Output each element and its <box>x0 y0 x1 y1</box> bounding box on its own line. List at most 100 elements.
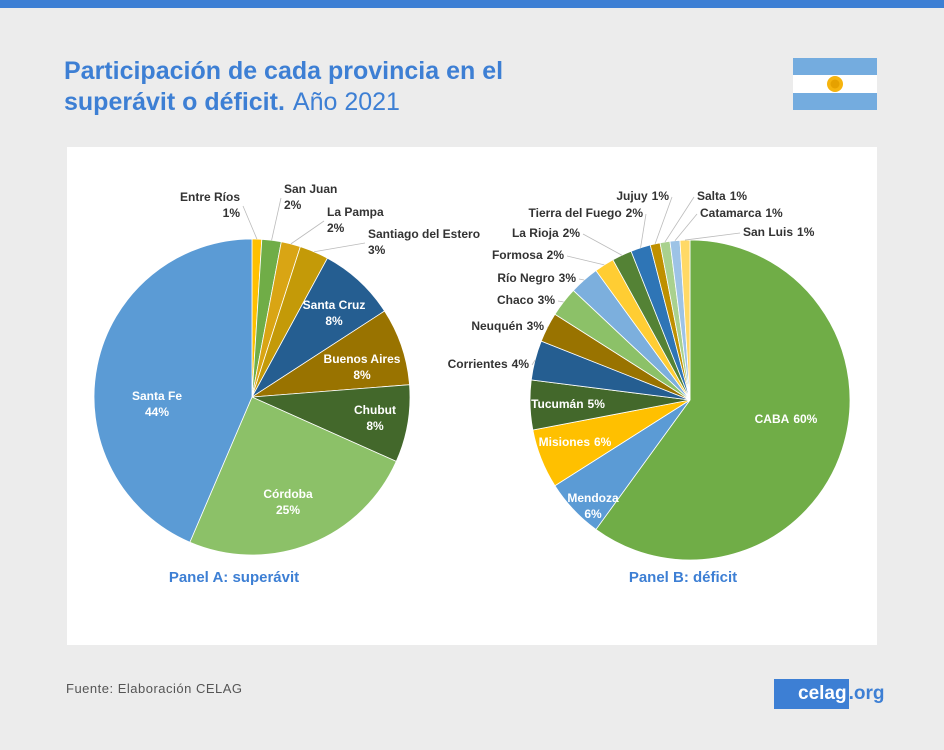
slice-label: Formosa 2% <box>492 248 564 262</box>
slice-name: Santa Fe <box>132 389 182 403</box>
slice-value: 5% <box>588 397 606 411</box>
slice-value: 6% <box>594 435 612 449</box>
slice-name: Buenos Aires <box>324 352 401 366</box>
leader-line <box>640 213 647 248</box>
logo-suffix: .org <box>848 683 885 704</box>
slice-name: CABA <box>755 412 790 426</box>
slice-value: 1% <box>797 225 815 239</box>
slice-value: 4% <box>512 357 530 371</box>
slice-value: 6% <box>584 507 602 521</box>
slice-name: Formosa <box>492 248 543 262</box>
leader-line <box>674 213 698 241</box>
leader-line <box>654 196 673 244</box>
slice-label: La Rioja 2% <box>512 226 580 240</box>
slice-label: CABA 60% <box>755 412 818 426</box>
slice-value: 8% <box>325 314 343 328</box>
leader-line <box>566 255 605 266</box>
slice-name: Mendoza <box>567 491 619 505</box>
leader-line <box>557 300 564 303</box>
flag <box>793 58 877 110</box>
slice-label: Chaco 3% <box>497 293 555 307</box>
slice-name: Río Negro <box>497 271 554 285</box>
slice-value: 3% <box>527 319 545 333</box>
slice-name: Catamarca <box>700 206 762 220</box>
slice-value: 2% <box>547 248 565 262</box>
slice-value: 2% <box>626 206 644 220</box>
slice-label: Córdoba 25% <box>263 487 313 517</box>
slice-name: Córdoba <box>263 487 313 501</box>
slice-value: 3% <box>538 293 556 307</box>
slice-label: La Pampa 2% <box>327 205 384 235</box>
slice-value: 1% <box>223 206 241 220</box>
panel-title: Panel A: superávit <box>169 569 299 586</box>
slice-name: Santiago del Estero <box>368 227 480 241</box>
charts: Entre Ríos 1% San Juan 2% La Pampa 2% Santiago… <box>93 182 851 586</box>
slice-name: Tucumán <box>531 397 583 411</box>
slice-value: 8% <box>353 368 371 382</box>
slice-label: Santiago del Estero 3% <box>368 227 480 257</box>
chart-card: Entre Ríos 1% San Juan 2% La Pampa 2% Santiago… <box>67 147 877 645</box>
slice-label: Jujuy 1% <box>616 189 669 203</box>
slice-label: Buenos Aires 8% <box>324 352 401 382</box>
slice-value: 25% <box>276 503 300 517</box>
slice-label: Río Negro 3% <box>497 271 576 285</box>
pie-slice <box>595 239 851 561</box>
slice-label: Entre Ríos 1% <box>180 190 240 220</box>
slice-name: Tierra del Fuego <box>529 206 622 220</box>
top-bar <box>0 0 944 8</box>
pie-slice <box>189 396 397 556</box>
slice-value: 1% <box>652 189 670 203</box>
leader-line <box>531 359 536 366</box>
slice-label: Catamarca 1% <box>700 206 783 220</box>
source: Fuente: Elaboración CELAG <box>66 681 243 696</box>
slice-label: Tucumán 5% <box>531 397 605 411</box>
slice-value: 2% <box>284 198 302 212</box>
slice-label: Neuquén 3% <box>471 319 544 333</box>
slice-name: Neuquén <box>471 319 522 333</box>
pie-slice <box>679 239 691 401</box>
slice-name: Entre Ríos <box>180 190 240 204</box>
slice-name: Chubut <box>354 403 396 417</box>
slice-name: San Luis <box>743 225 793 239</box>
slice-value: 44% <box>145 405 169 419</box>
leader-line <box>314 242 366 253</box>
title-year: Año 2021 <box>292 88 400 116</box>
leader-line <box>271 197 282 241</box>
slice-value: 1% <box>730 189 748 203</box>
slice-name: Misiones <box>539 435 591 449</box>
slice-name: Santa Cruz <box>303 298 366 312</box>
panel-title: Panel B: déficit <box>629 569 737 586</box>
leader-line <box>242 205 258 240</box>
slice-name: Corrientes <box>448 357 508 371</box>
slice-label: Corrientes 4% <box>448 357 530 371</box>
slice-value: 2% <box>563 226 581 240</box>
slice-label: San Juan 2% <box>284 182 337 212</box>
slice-name: Chaco <box>497 293 534 307</box>
slice-label: Santa Cruz 8% <box>303 298 366 328</box>
logo: celag .org <box>774 679 885 709</box>
slice-value: 8% <box>366 419 384 433</box>
slice-label: Chubut 8% <box>354 403 396 433</box>
slice-label: Salta 1% <box>697 189 747 203</box>
title: Participación de cada provincia en el su… <box>64 56 534 118</box>
slice-value: 3% <box>368 243 386 257</box>
slice-name: La Rioja <box>512 226 559 240</box>
slice-value: 60% <box>793 412 817 426</box>
slice-name: Salta <box>697 189 726 203</box>
slice-value: 3% <box>559 271 577 285</box>
leader-line <box>578 278 585 281</box>
slice-value: 2% <box>327 221 345 235</box>
slice-name: San Juan <box>284 182 337 196</box>
leader-line <box>684 232 741 241</box>
slice-name: Jujuy <box>616 189 648 203</box>
leader-line <box>664 196 695 243</box>
logo-main: celag <box>774 679 849 709</box>
slice-label: Mendoza 6% <box>567 491 619 521</box>
slice-name: La Pampa <box>327 205 384 219</box>
leader-line <box>290 220 325 245</box>
slice-label: Tierra del Fuego 2% <box>529 206 644 220</box>
slice-label: San Luis 1% <box>743 225 815 239</box>
slice-label: Misiones 6% <box>539 435 612 449</box>
slice-value: 1% <box>765 206 783 220</box>
